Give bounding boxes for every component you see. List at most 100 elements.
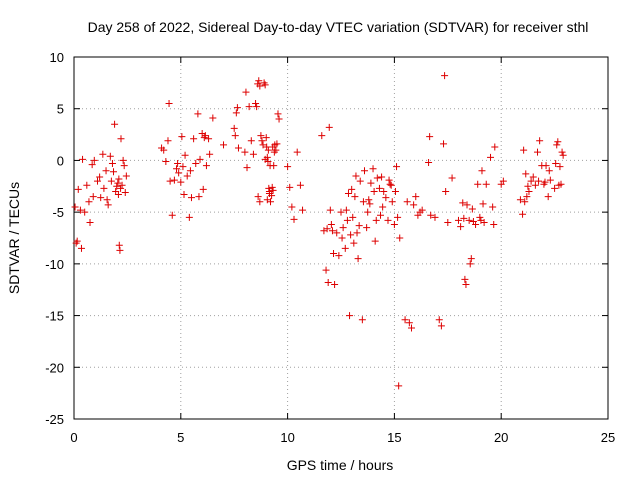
data-point [354,255,362,263]
data-point [99,150,107,158]
y-tick-label: -25 [45,412,64,427]
data-point [166,177,174,185]
data-point [559,151,567,159]
data-point [347,231,355,239]
data-point [97,194,105,202]
data-point [264,146,272,154]
data-point [170,176,178,184]
data-point [103,196,111,204]
data-point [522,170,530,178]
data-point [342,206,350,214]
data-point [71,203,79,211]
data-point [262,134,270,142]
data-point [554,138,562,146]
data-point [100,184,108,192]
data-point [183,172,191,180]
data-point [245,103,253,111]
data-point [395,382,403,390]
data-point [437,322,445,330]
data-point [274,110,282,118]
data-point [254,193,262,201]
data-point [102,167,110,175]
data-point [359,198,367,206]
data-point [338,234,346,242]
data-point [242,88,250,96]
data-point [479,200,487,208]
data-point [348,185,356,193]
y-tick-label: 0 [57,153,64,168]
data-point [174,160,182,168]
data-point [391,187,399,195]
data-point [177,178,185,186]
data-point [119,156,127,164]
data-point [459,199,467,207]
data-point [344,190,352,198]
data-point [79,155,87,163]
data-point [299,206,307,214]
data-point [194,110,202,118]
data-point [121,188,129,196]
data-point [179,163,187,171]
data-point [520,146,528,154]
y-tick-label: -15 [45,309,64,324]
data-point [536,137,544,145]
data-point [178,133,186,141]
data-point [480,218,488,226]
data-point [440,140,448,148]
data-point [353,229,361,237]
y-axis-label: SDTVAR / TECUs [6,182,22,294]
data-point [352,172,360,180]
data-point [435,316,443,324]
data-point [454,216,462,224]
data-point [519,210,527,218]
data-point [339,224,347,232]
data-point [467,255,475,263]
data-point [457,223,465,231]
data-point [380,187,388,195]
data-point [412,193,420,201]
chart-title: Day 258 of 2022, Sidereal Day-to-day VTE… [88,19,589,35]
data-point [173,165,181,173]
y-tick-label: 10 [50,50,64,65]
data-point [491,143,499,151]
data-point [261,155,269,163]
data-point [73,237,81,245]
data-point [393,163,401,171]
data-point [186,167,194,175]
data-point [343,216,351,224]
data-point [286,183,294,191]
data-point [273,140,281,148]
data-point [371,237,379,245]
data-point [341,244,349,252]
data-point [296,181,304,189]
data-point [115,175,123,183]
data-point [108,160,116,168]
data-point [201,132,209,140]
data-point [360,167,368,175]
data-point [202,162,210,170]
data-point [558,148,566,156]
data-point [410,201,418,209]
data-point [115,241,123,249]
data-point [337,208,345,216]
data-point [373,174,381,182]
data-point [448,174,456,182]
data-point [367,179,375,187]
y-tick-label: -20 [45,360,64,375]
data-point [461,275,469,283]
data-point [385,176,393,184]
data-point [263,196,271,204]
data-point [257,132,265,140]
data-point [557,180,565,188]
data-point [290,215,298,223]
data-point [468,205,476,213]
data-point [117,135,125,143]
data-point [81,208,89,216]
data-point [187,194,195,202]
data-point [542,162,550,170]
data-point [366,200,374,208]
data-point [524,182,532,190]
data-point [386,180,394,188]
data-point [379,203,387,211]
x-tick-label: 5 [177,430,184,445]
